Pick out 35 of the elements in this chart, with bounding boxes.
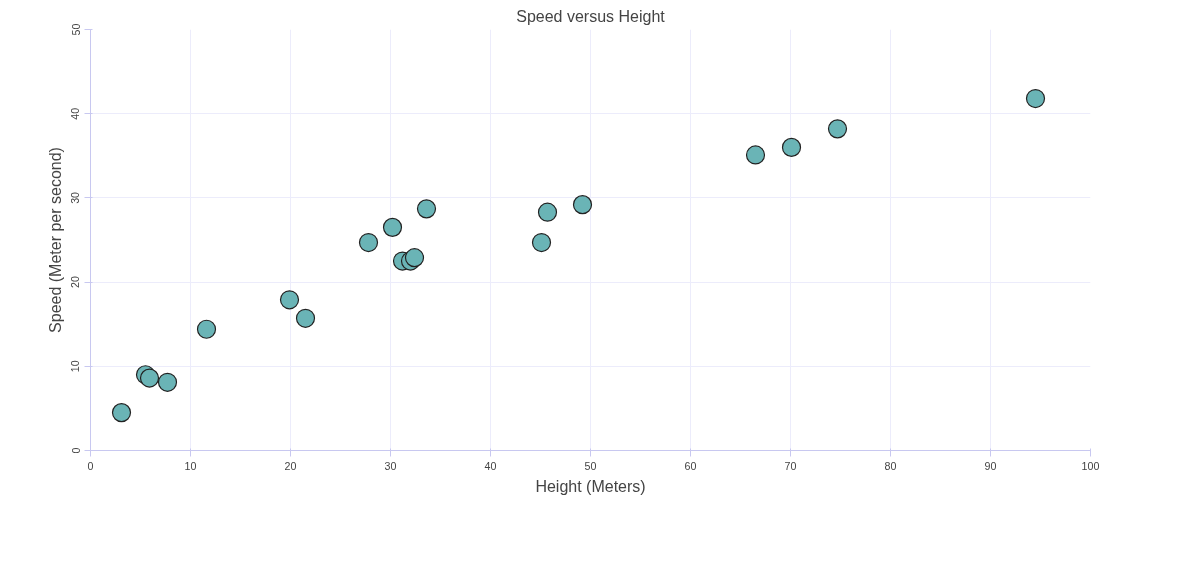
point: [416, 199, 437, 219]
x-axis-title: Height (Meters): [535, 477, 646, 495]
y-tick-label: 40: [69, 107, 82, 120]
point: [358, 232, 379, 253]
x-tick-label: 10: [184, 459, 197, 472]
y-tick-label: 20: [69, 276, 82, 289]
point: [295, 308, 316, 328]
point: [382, 217, 403, 237]
x-tick-label: 70: [784, 459, 797, 472]
point: [745, 145, 766, 165]
point: [781, 137, 802, 157]
x-tick-label: 40: [484, 459, 497, 472]
point: [196, 319, 217, 339]
x-tick-label: 100: [1081, 459, 1100, 472]
y-tick-label: 30: [69, 191, 82, 204]
x-tick-label: 50: [584, 459, 597, 472]
x-tick-label: 0: [87, 459, 94, 472]
y-tick-label: 50: [69, 23, 82, 36]
point: [157, 372, 178, 392]
y-tick-label: 10: [69, 360, 82, 373]
point: [1025, 88, 1046, 109]
y-tick-label: 0: [69, 447, 82, 454]
point: [827, 119, 848, 139]
point: [572, 195, 593, 215]
chart-title: Speed versus Height: [516, 7, 666, 25]
y-axis-title: Speed (Meter per second): [46, 147, 64, 333]
point: [111, 403, 132, 423]
x-tick-label: 60: [684, 459, 697, 472]
x-tick-label: 90: [984, 459, 997, 472]
x-tick-label: 80: [884, 459, 897, 472]
point: [279, 290, 300, 310]
point: [531, 232, 552, 253]
x-tick-label: 30: [384, 459, 397, 472]
x-tick-label: 20: [284, 459, 297, 472]
point: [537, 202, 558, 222]
